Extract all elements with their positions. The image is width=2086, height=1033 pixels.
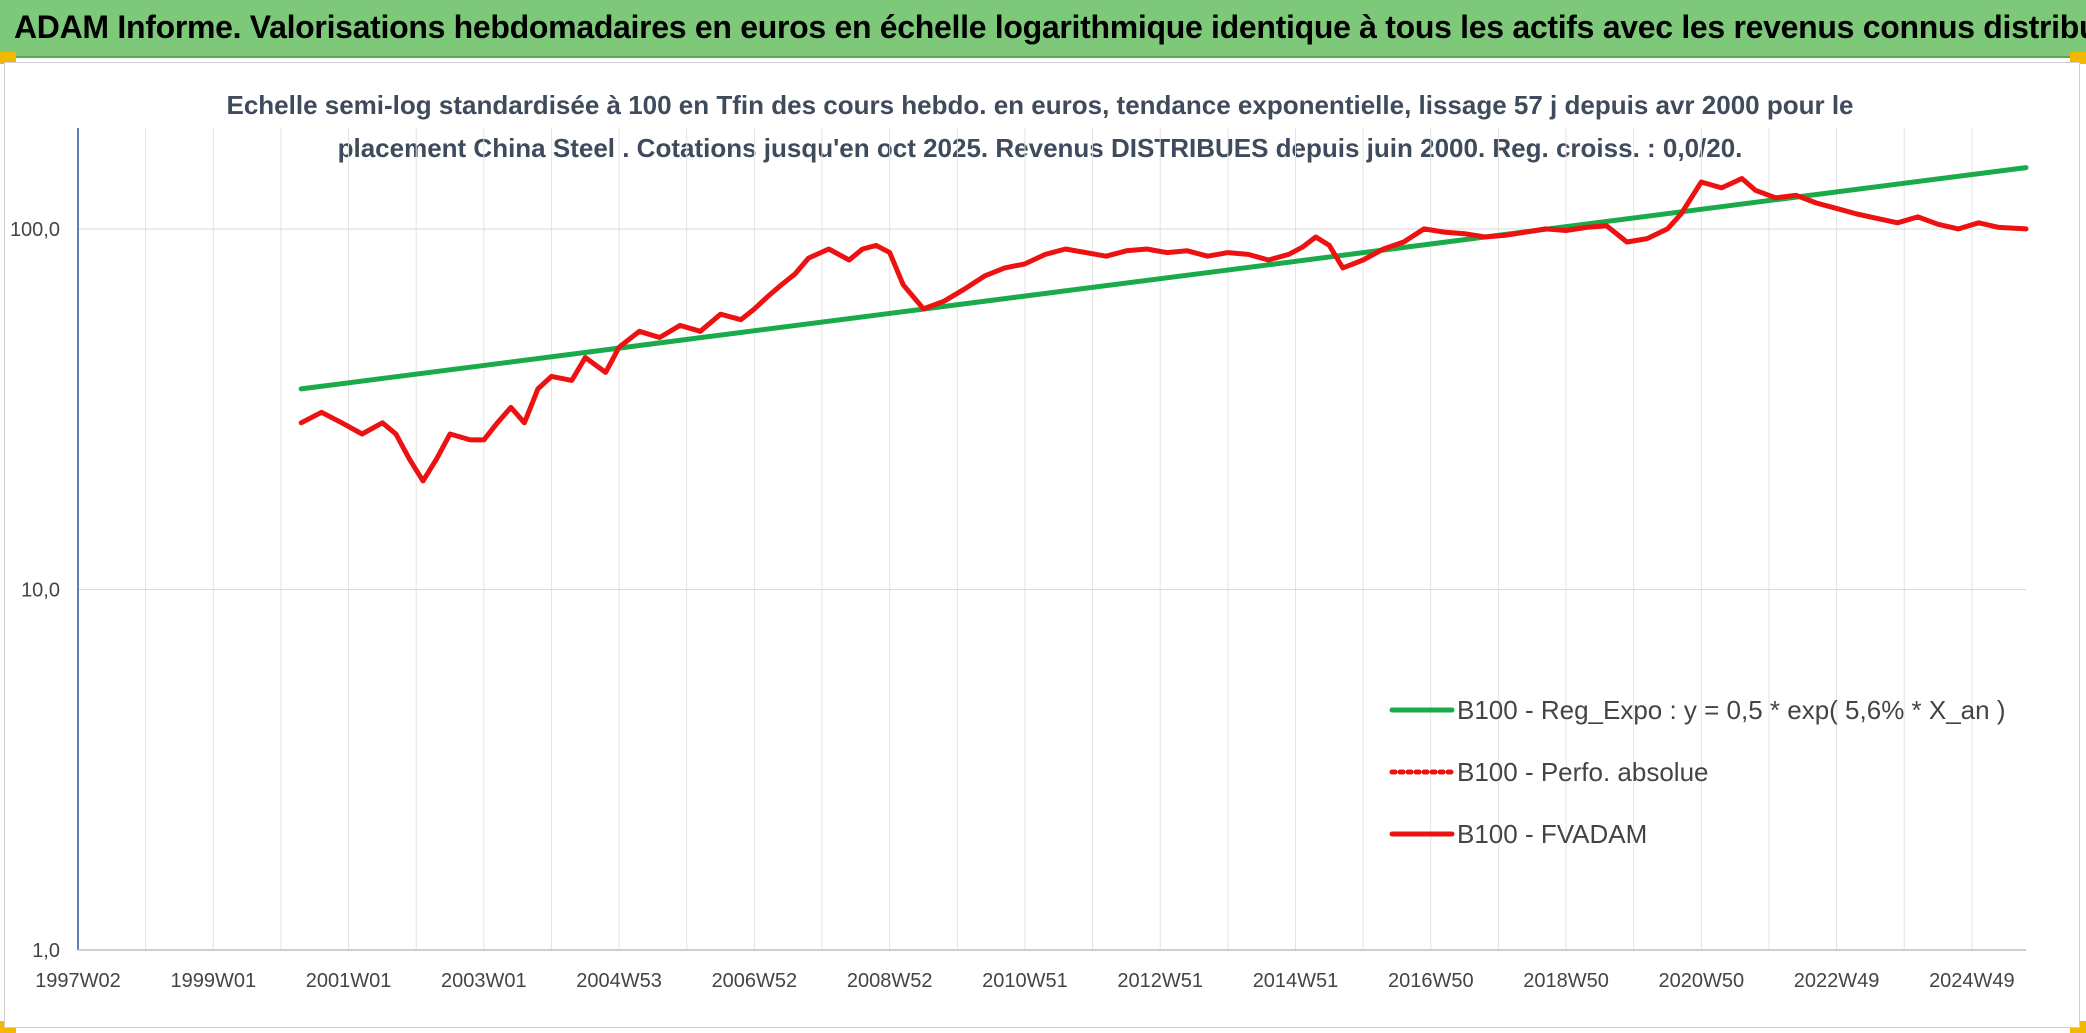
x-tick-label: 2008W52	[847, 970, 933, 992]
x-tick-label: 1997W02	[35, 970, 121, 992]
legend-label: B100 - FVADAM	[1457, 819, 1647, 849]
x-tick-label: 2006W52	[712, 970, 798, 992]
x-tick-label: 2014W51	[1253, 970, 1339, 992]
x-tick-label: 2022W49	[1794, 970, 1880, 992]
x-tick-label: 2001W01	[306, 970, 392, 992]
legend-label: B100 - Reg_Expo : y = 0,5 * exp( 5,6% * …	[1457, 695, 2006, 725]
page-title: ADAM Informe. Valorisations hebdomadaire…	[14, 9, 2086, 45]
chart-subtitle-line-1: Echelle semi-log standardisée à 100 en T…	[226, 90, 1854, 120]
chart-area	[4, 62, 2080, 1028]
x-tick-label: 2016W50	[1388, 970, 1474, 992]
x-tick-label: 2018W50	[1523, 970, 1609, 992]
series-line-reg-expo	[298, 165, 2029, 392]
series-line-fvadam	[298, 176, 2029, 484]
y-tick-label: 100,0	[10, 219, 60, 241]
x-tick-label: 2003W01	[441, 970, 527, 992]
x-tick-label: 1999W01	[170, 970, 256, 992]
corner-marker	[2070, 52, 2086, 64]
x-tick-label: 2020W50	[1659, 970, 1745, 992]
y-tick-label: 10,0	[21, 579, 60, 601]
y-tick-label: 1,0	[32, 940, 60, 962]
x-tick-label: 2010W51	[982, 970, 1068, 992]
x-tick-label: 2012W51	[1117, 970, 1203, 992]
corner-marker	[0, 52, 16, 64]
chart-subtitle-line-2: placement China Steel . Cotations jusqu'…	[337, 133, 1743, 163]
x-tick-label: 2024W49	[1929, 970, 2015, 992]
header-banner: ADAM Informe. Valorisations hebdomadaire…	[0, 0, 2086, 58]
x-tick-label: 2004W53	[576, 970, 662, 992]
legend-label: B100 - Perfo. absolue	[1457, 757, 1709, 787]
